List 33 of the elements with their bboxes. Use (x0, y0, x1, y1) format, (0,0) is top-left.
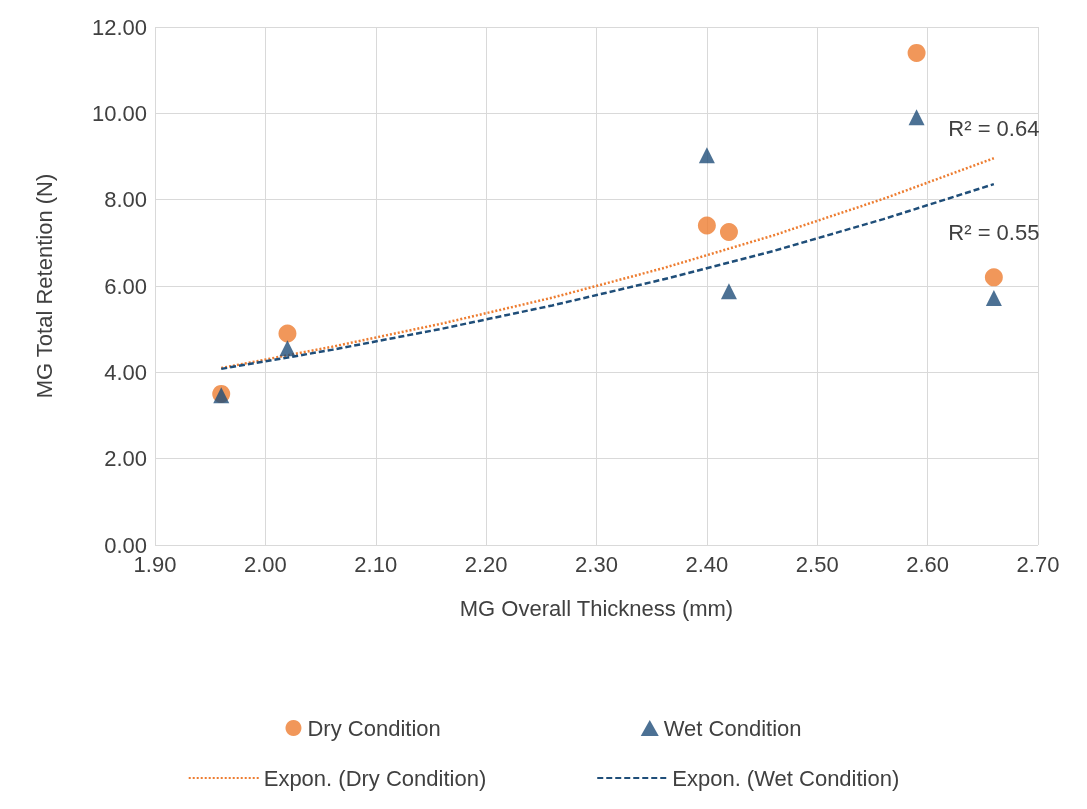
y-tick-label: 2.00 (104, 446, 147, 472)
y-tick-label: 4.00 (104, 359, 147, 385)
point (984, 268, 1003, 287)
y-tick-label: 0.00 (104, 532, 147, 558)
y-axis-title: MG Total Retention (N) (31, 173, 57, 399)
point (279, 340, 296, 357)
x-tick-label: 2.20 (464, 551, 508, 577)
point (698, 147, 715, 164)
y-tick-label: 6.00 (104, 273, 147, 299)
x-tick-label: 2.30 (575, 551, 618, 577)
x-tick-label: 2.70 (1016, 551, 1060, 577)
x-tick-label: 2.50 (795, 551, 839, 577)
legend-label: Expon. (Wet Condition) (672, 765, 900, 791)
y-tick-label: 8.00 (104, 187, 147, 213)
x-tick-label: 2.60 (906, 551, 950, 577)
x-tick-label: 2.40 (685, 551, 729, 577)
point (907, 43, 926, 62)
point (720, 283, 737, 300)
y-tick-label: 10.00 (91, 100, 147, 126)
point (985, 290, 1002, 307)
x-tick-label: 2.10 (354, 551, 398, 577)
annotation: R² = 0.64 (948, 115, 1040, 141)
point (908, 109, 925, 126)
point (719, 223, 738, 242)
x-axis-title: MG Overall Thickness (mm) (459, 595, 734, 621)
point (697, 216, 716, 235)
annotation: R² = 0.55 (948, 219, 1040, 245)
point (278, 324, 297, 343)
legend-label: Expon. (Dry Condition) (263, 765, 487, 791)
x-tick-label: 2.00 (243, 551, 287, 577)
y-tick-label: 12.00 (91, 14, 147, 40)
legend-label: Dry Condition (307, 715, 441, 741)
legend-label: Wet Condition (663, 715, 802, 741)
